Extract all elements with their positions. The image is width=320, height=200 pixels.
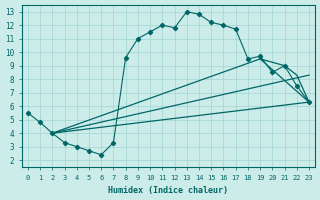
X-axis label: Humidex (Indice chaleur): Humidex (Indice chaleur): [108, 186, 228, 195]
